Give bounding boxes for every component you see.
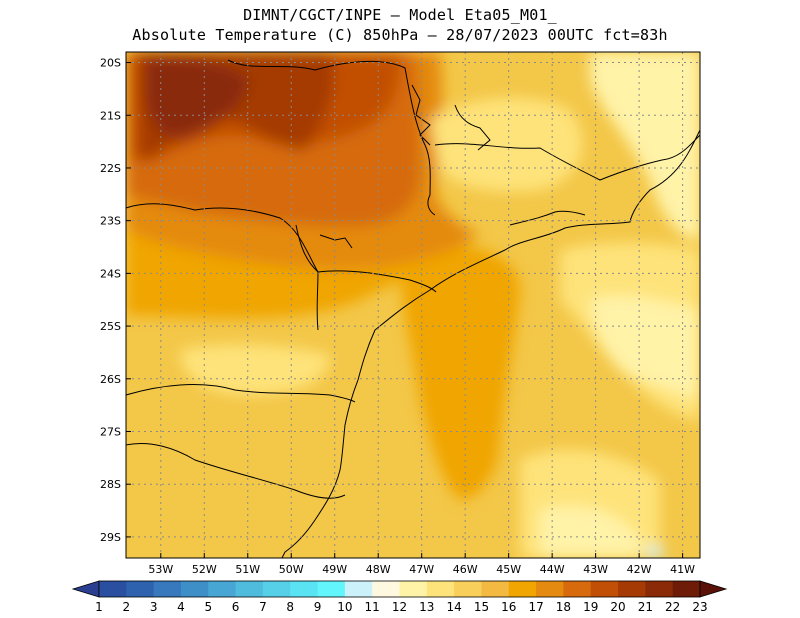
border-mg-rj-es xyxy=(434,134,700,181)
colorbar-swatch xyxy=(344,581,373,597)
colorbar-label: 4 xyxy=(177,600,185,614)
coastline xyxy=(281,129,700,558)
colorbar-swatch xyxy=(426,581,455,597)
colorbar-label: 9 xyxy=(314,600,322,614)
colorbar-label: 17 xyxy=(528,600,543,614)
colorbar-label: 16 xyxy=(501,600,516,614)
colorbar-swatch xyxy=(208,581,237,597)
coast-detail-rj xyxy=(509,210,586,226)
band-16C-south xyxy=(401,246,520,500)
colorbar-swatch xyxy=(126,581,155,597)
lon-tick-label: 53W xyxy=(148,563,173,576)
band-12C-south xyxy=(540,506,640,558)
border-pr-sc xyxy=(126,384,356,403)
colorbar-swatch xyxy=(454,581,482,597)
colorbar-label: 2 xyxy=(122,600,130,614)
lon-ticks: 53W 52W 51W 50W 49W 48W 47W 46W 45W 44W 43W 42W 41W xyxy=(148,553,695,576)
lon-tick-label: 48W xyxy=(366,563,391,576)
lat-tick-label: 24S xyxy=(100,267,121,280)
colorbar-label: 6 xyxy=(232,600,240,614)
lon-tick-label: 41W xyxy=(670,563,695,576)
colorbar: 1 2 3 4 5 6 7 8 9 10 11 12 13 14 15 16 17 18 19 20 21 22 23 xyxy=(71,580,728,614)
colorbar-swatch xyxy=(536,581,564,597)
colorbar-swatch xyxy=(235,581,264,597)
colorbar-label: 8 xyxy=(286,600,294,614)
colorbar-label: 20 xyxy=(610,600,625,614)
chart-title-line2: Absolute Temperature (C) 850hPa – 28/07/… xyxy=(132,26,668,44)
temperature-field xyxy=(126,52,700,558)
map-frame xyxy=(125,51,701,559)
colorbar-swatch xyxy=(290,581,319,597)
shaded-contours xyxy=(126,52,700,558)
band-13C-north xyxy=(430,97,583,192)
colorbar-label: 13 xyxy=(419,600,434,614)
border-sc-rs xyxy=(126,442,346,499)
colorbar-label: 11 xyxy=(365,600,380,614)
colorbar-swatch xyxy=(99,581,127,597)
colorbar-swatch xyxy=(590,581,619,597)
band-13C-west xyxy=(180,344,330,395)
colorbar-over-arrow xyxy=(699,580,728,598)
band-21C xyxy=(145,58,250,140)
band-12C-ne xyxy=(590,52,700,240)
lon-tick-label: 52W xyxy=(192,563,217,576)
colorbar-swatch xyxy=(645,581,674,597)
lat-ticks: 20S 21S 22S 23S 24S 25S 26S 27S 28S 29S xyxy=(100,57,131,544)
colorbar-swatch xyxy=(563,581,592,597)
lat-tick-label: 27S xyxy=(100,426,121,439)
lat-tick-label: 23S xyxy=(100,215,121,228)
colorbar-label: 10 xyxy=(337,600,352,614)
lon-tick-label: 44W xyxy=(540,563,565,576)
colorbar-swatch xyxy=(180,581,209,597)
colorbar-swatch xyxy=(508,581,537,597)
lon-tick-label: 46W xyxy=(453,563,478,576)
coastline-and-borders xyxy=(126,59,700,558)
colorbar-swatch xyxy=(372,581,400,597)
colorbar-swatch xyxy=(153,581,182,597)
colorbar-label: 15 xyxy=(474,600,489,614)
lon-tick-label: 47W xyxy=(409,563,434,576)
lat-tick-label: 25S xyxy=(100,320,121,333)
border-mg-sp xyxy=(227,59,436,216)
lon-tick-label: 51W xyxy=(235,563,260,576)
colorbar-swatch xyxy=(317,581,346,597)
border-pr-ms xyxy=(295,224,319,331)
band-10C-spot xyxy=(646,546,664,558)
colorbar-label: 5 xyxy=(204,600,212,614)
lat-tick-label: 26S xyxy=(100,373,121,386)
colorbar-swatch xyxy=(399,581,428,597)
lon-tick-label: 43W xyxy=(583,563,608,576)
band-12C-east xyxy=(590,295,700,400)
border-pr-sp xyxy=(126,203,437,293)
lat-tick-label: 21S xyxy=(100,109,121,122)
colorbar-swatch xyxy=(672,581,701,597)
colorbar-label: 14 xyxy=(446,600,461,614)
lat-tick-label: 22S xyxy=(100,162,121,175)
lon-tick-label: 49W xyxy=(322,563,347,576)
lat-tick-label: 20S xyxy=(100,57,121,70)
colorbar-label: 23 xyxy=(692,600,707,614)
colorbar-swatch xyxy=(618,581,646,597)
lon-tick-label: 42W xyxy=(627,563,652,576)
lat-tick-label: 28S xyxy=(100,478,121,491)
colorbar-label: 19 xyxy=(583,600,598,614)
lon-tick-label: 45W xyxy=(496,563,521,576)
lat-tick-label: 29S xyxy=(100,531,121,544)
colorbar-label: 3 xyxy=(150,600,158,614)
colorbar-label: 12 xyxy=(392,600,407,614)
colorbar-label: 7 xyxy=(259,600,267,614)
colorbar-label: 18 xyxy=(556,600,571,614)
colorbar-swatch xyxy=(262,581,291,597)
colorbar-label: 1 xyxy=(95,600,103,614)
lon-tick-label: 50W xyxy=(279,563,304,576)
chart-title-line1: DIMNT/CGCT/INPE – Model Eta05_M01_ xyxy=(243,6,557,24)
graticule xyxy=(126,52,700,558)
colorbar-label: 22 xyxy=(665,600,680,614)
colorbar-swatch xyxy=(481,581,510,597)
colorbar-under-arrow xyxy=(71,580,100,598)
colorbar-label: 21 xyxy=(638,600,653,614)
